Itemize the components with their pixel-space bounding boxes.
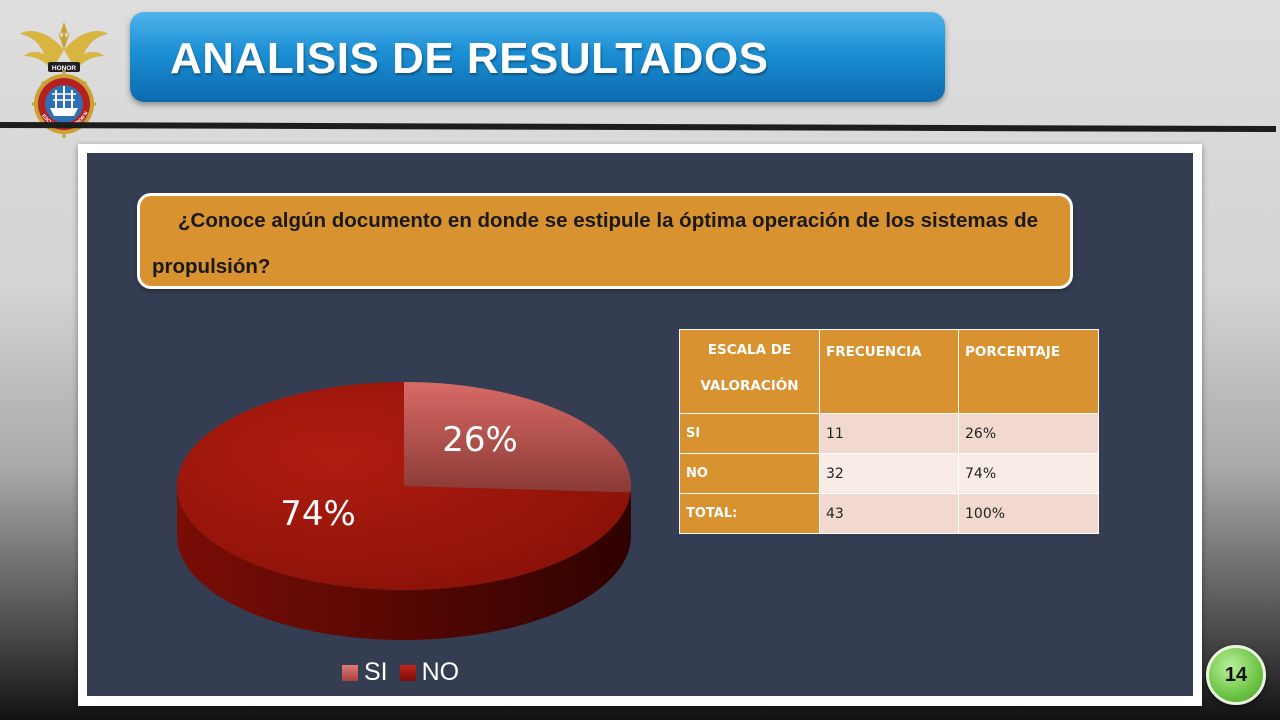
table-header-row: ESCALA DE VALORACIÓN FRECUENCIA PORCENTA…: [679, 329, 1099, 414]
header-escala: ESCALA DE VALORACIÓN: [679, 329, 820, 414]
header-divider: [0, 122, 1277, 133]
table-row: SI 11 26%: [679, 413, 1099, 454]
legend-label-no: NO: [421, 658, 460, 686]
survey-question: ¿Conoce algún documento en donde se esti…: [137, 193, 1073, 289]
row-frecuencia: 43: [819, 493, 959, 534]
pie-chart: 26% 74%: [176, 382, 631, 640]
row-frecuencia: 11: [819, 413, 959, 454]
legend-label-si: SI: [364, 658, 388, 686]
chart-legend: SI NO: [342, 658, 471, 687]
naval-school-emblem-icon: HONOR ESCUELA SUPERIOR NAVAL: [18, 20, 108, 138]
page-title: ANALISIS DE RESULTADOS: [170, 34, 769, 83]
table-row: TOTAL: 43 100%: [679, 493, 1099, 534]
row-porcentaje: 26%: [958, 413, 1099, 454]
row-label: SI: [679, 413, 820, 454]
logo-text-top: HONOR: [52, 65, 77, 72]
legend-item-si: SI: [342, 658, 388, 687]
row-frecuencia: 32: [819, 453, 959, 494]
legend-item-no: NO: [399, 658, 460, 687]
row-label: NO: [679, 453, 820, 494]
results-table: ESCALA DE VALORACIÓN FRECUENCIA PORCENTA…: [679, 329, 1099, 534]
pie-side-wall: [177, 486, 631, 640]
header-frecuencia: FRECUENCIA: [819, 329, 959, 414]
row-porcentaje: 100%: [958, 493, 1099, 534]
pie-slice-no: [176, 382, 631, 590]
legend-swatch-no: [399, 664, 416, 681]
legend-swatch-si: [342, 664, 358, 681]
pie-slice-si: [404, 382, 631, 493]
content-frame: ¿Conoce algún documento en donde se esti…: [78, 144, 1202, 706]
row-label: TOTAL:: [679, 493, 820, 534]
content-panel: ¿Conoce algún documento en donde se esti…: [87, 153, 1193, 696]
header-porcentaje: PORCENTAJE: [958, 329, 1099, 414]
table-row: NO 32 74%: [679, 453, 1099, 494]
page-number-badge: 14: [1206, 645, 1266, 705]
title-bar: ANALISIS DE RESULTADOS: [130, 12, 945, 102]
row-porcentaje: 74%: [958, 453, 1099, 494]
pie-label-si: 26%: [442, 420, 518, 460]
pie-label-no: 74%: [280, 494, 356, 534]
